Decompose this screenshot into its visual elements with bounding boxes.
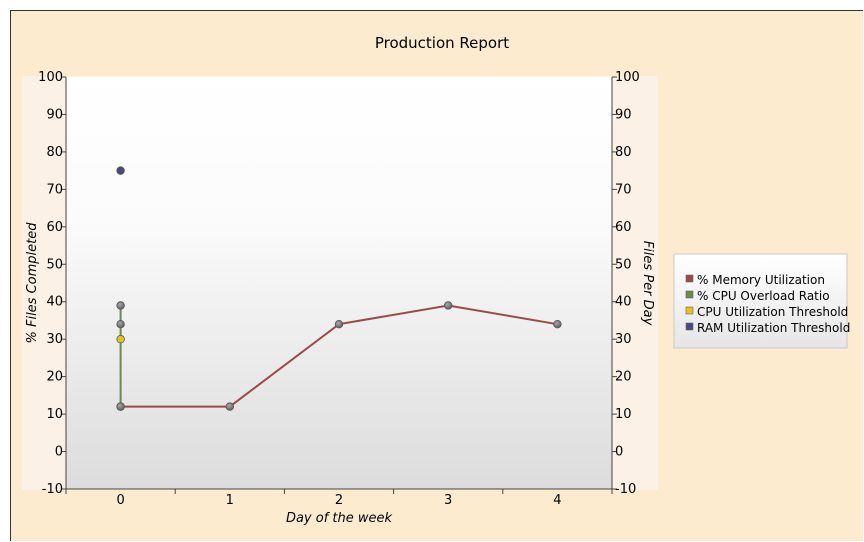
data-point (116, 334, 125, 344)
data-point (553, 320, 562, 329)
y-tick-label: 40 (46, 295, 63, 310)
legend: % Memory Utilization % CPU Overload Ratio… (673, 253, 850, 349)
legend-swatch (685, 322, 694, 331)
data-point (116, 301, 125, 310)
y2-tick-label: 40 (615, 295, 632, 310)
y2-axis-title: Files Per Day (640, 241, 655, 326)
x-tick-label: 4 (553, 493, 561, 508)
y2-tick-label: 30 (615, 332, 632, 347)
data-point (225, 402, 234, 411)
x-tick-label: 0 (116, 493, 124, 508)
y-tick-label: 60 (46, 220, 63, 235)
series-layer (116, 166, 562, 411)
x-tick-label: 3 (444, 493, 452, 508)
x-axis-title: Day of the week (286, 511, 393, 526)
y-tick-label: 50 (46, 257, 63, 272)
y-tick-label: 70 (46, 182, 63, 197)
y2-tick-label: 80 (615, 145, 632, 160)
y-tick-label: -10 (42, 482, 63, 497)
y2-tick-label: 0 (615, 445, 623, 460)
legend-label: RAM Utilization Threshold (697, 321, 850, 335)
y-tick-label: 90 (46, 107, 63, 122)
y2-tick-label: 60 (615, 220, 632, 235)
data-point (334, 320, 344, 329)
x-tick-label: 2 (335, 493, 343, 508)
plot-area (66, 77, 612, 489)
y2-tick-label: 70 (615, 182, 632, 197)
y-tick-label: 0 (55, 445, 63, 460)
legend-swatch (685, 306, 694, 315)
data-point (444, 301, 453, 310)
legend-label: % Memory Utilization (697, 273, 825, 287)
y2-tick-label: 50 (615, 257, 632, 272)
legend-label: % CPU Overload Ratio (697, 289, 830, 303)
legend-swatch (685, 274, 694, 283)
data-point (116, 166, 125, 175)
y2-tick-label: 100 (615, 70, 640, 85)
y-tick-label: 20 (46, 370, 63, 385)
legend-swatch (685, 290, 694, 299)
data-point (116, 320, 125, 329)
legend-box (673, 253, 848, 349)
legend-label: CPU Utilization Threshold (697, 305, 848, 319)
y2-tick-label: 10 (615, 407, 632, 422)
y-tick-label: 100 (38, 70, 63, 85)
y2-tick-label: 20 (615, 370, 632, 385)
y2-tick-label: -10 (615, 482, 636, 497)
y-axis-title: % Files Completed (25, 222, 40, 344)
y-tick-label: 10 (46, 407, 63, 422)
y-tick-label: 80 (46, 145, 63, 160)
y2-tick-label: 90 (615, 107, 632, 122)
ticks-layer: -100102030405060708090100-10010203040506… (38, 70, 640, 508)
x-tick-label: 1 (226, 493, 234, 508)
data-point (116, 402, 125, 411)
y-tick-label: 30 (46, 332, 63, 347)
chart-title: Production Report (375, 34, 509, 52)
